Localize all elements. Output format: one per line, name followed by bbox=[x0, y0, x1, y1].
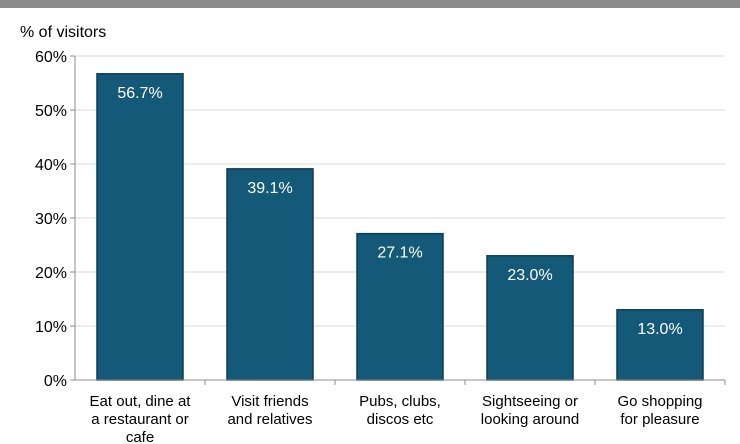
data-label: 39.1% bbox=[247, 180, 292, 197]
bar bbox=[227, 169, 313, 380]
y-tick-label: 20% bbox=[35, 265, 67, 282]
data-label: 13.0% bbox=[637, 321, 682, 338]
x-axis-labels: Eat out, dine at a restaurant or cafe Visit… bbox=[90, 380, 725, 444]
category-label: Visit friends and relatives bbox=[227, 393, 312, 428]
category-label: Sightseeing or looking around bbox=[481, 393, 579, 428]
y-tick-label: 40% bbox=[35, 157, 67, 174]
y-tick-label: 10% bbox=[35, 319, 67, 336]
bar bbox=[97, 74, 183, 380]
y-axis-title: % of visitors bbox=[20, 24, 106, 41]
data-label: 27.1% bbox=[377, 245, 422, 262]
y-tick-label: 0% bbox=[44, 373, 67, 390]
data-label: 56.7% bbox=[117, 85, 162, 102]
category-label: Go shopping for pleasure bbox=[617, 393, 702, 428]
y-axis-ticks: 0% 10% 20% 30% 40% 50% 60% bbox=[35, 49, 75, 390]
category-label: Pubs, clubs, discos etc bbox=[359, 393, 441, 428]
category-label: Eat out, dine at a restaurant or cafe bbox=[90, 393, 192, 444]
y-tick-label: 60% bbox=[35, 49, 67, 66]
data-label: 23.0% bbox=[507, 267, 552, 284]
bars bbox=[97, 74, 703, 380]
y-tick-label: 30% bbox=[35, 211, 67, 228]
y-tick-label: 50% bbox=[35, 103, 67, 120]
